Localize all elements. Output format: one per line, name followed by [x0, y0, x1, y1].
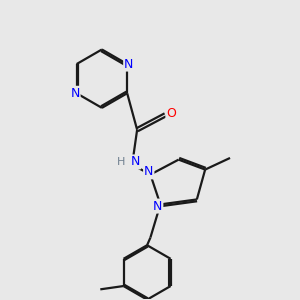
Text: O: O	[167, 107, 176, 120]
Text: H: H	[117, 157, 126, 167]
Text: N: N	[153, 200, 162, 213]
Text: N: N	[131, 155, 140, 168]
Text: N: N	[70, 87, 80, 100]
Text: N: N	[124, 58, 134, 70]
Text: N: N	[144, 165, 153, 178]
